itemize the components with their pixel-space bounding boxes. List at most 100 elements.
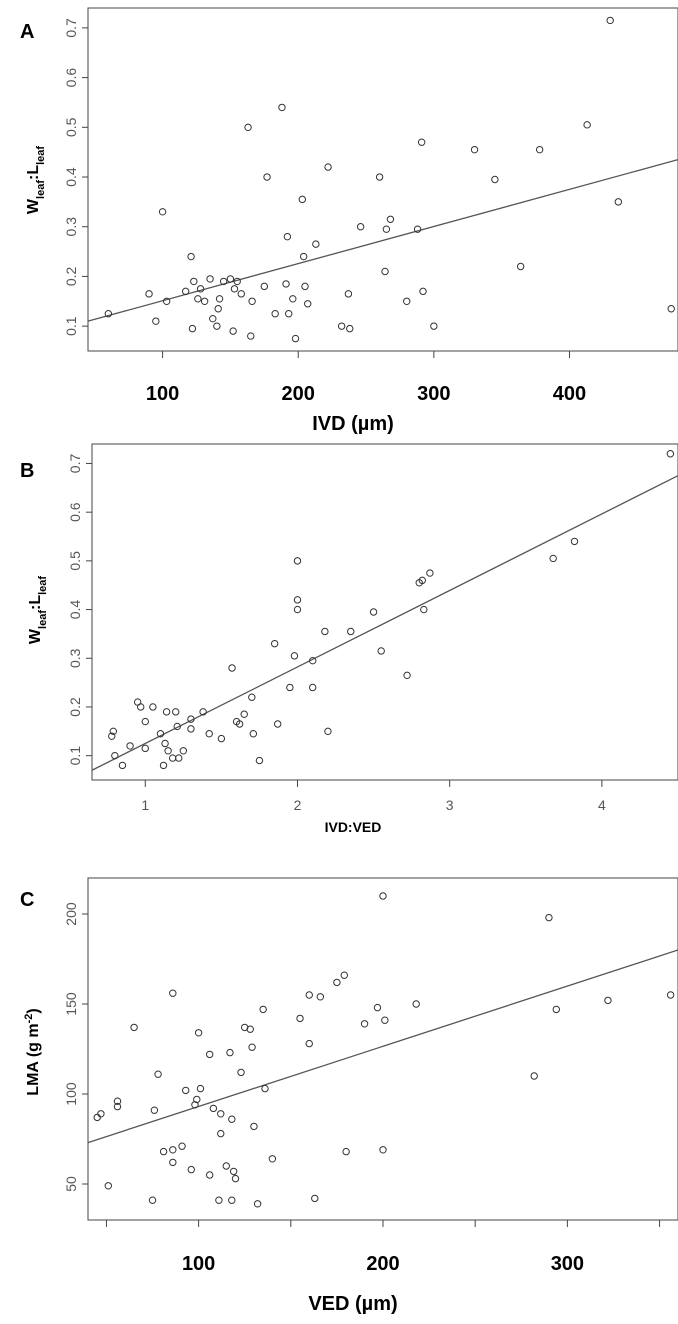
data-point [283,232,292,241]
data-point [583,121,591,129]
data-point [228,664,236,672]
x-tick-label: 4 [598,797,606,813]
data-point [237,1068,245,1077]
data-point [228,1196,236,1204]
y-axis-label-part: W [25,198,42,214]
data-point [377,647,385,655]
data-point [148,1196,157,1204]
y-axis-label: Wleaf:Lleaf [25,146,47,214]
data-point [104,310,113,318]
data-point [230,285,239,293]
y-tick-label: 0.7 [63,18,79,38]
y-axis: 50 100 150 200 [63,902,88,1192]
data-point [219,277,228,286]
y-tick-label: 0.4 [67,600,83,620]
data-point [260,282,269,291]
scatter-points [108,450,675,770]
data-point [312,240,320,248]
data-point [311,1194,319,1203]
data-point [545,913,553,922]
data-point [108,732,116,740]
data-point [215,295,224,303]
y-tick-label: 200 [63,902,79,926]
data-point [249,730,258,738]
y-tick-label: 0.6 [67,502,83,522]
panel-label-b: B [20,460,34,482]
x-axis-label: VED (µm) [308,1293,397,1315]
data-point [240,710,248,718]
y-tick-label: 0.4 [63,167,79,187]
x-tick-label: 200 [282,383,315,405]
y-axis-label-part: leaf [37,610,49,629]
data-point [158,208,167,216]
x-tick-label: 2 [294,797,302,813]
data-point [168,754,177,762]
data-point [215,1196,223,1204]
data-point [305,1039,313,1048]
data-point [246,1025,254,1033]
data-point [159,1147,168,1156]
y-axis-label-part: -2 [23,1014,35,1024]
data-point [375,173,384,181]
data-point [231,1174,240,1183]
data-point [169,1158,177,1167]
data-point [137,703,145,711]
data-point [337,322,346,330]
data-point [217,1129,225,1138]
scatter-points [104,16,675,343]
data-point [248,693,256,701]
y-axis-label-part: leaf [35,180,47,199]
scatter-points [93,892,675,1208]
data-point [104,1182,112,1190]
x-tick-label: 200 [366,1253,399,1275]
data-point [253,1200,262,1208]
data-point [270,639,279,648]
data-point [152,317,160,325]
data-point [209,1104,218,1113]
data-point [217,1110,225,1118]
data-point [666,450,675,458]
y-axis-label-part: W [27,628,44,644]
x-tick-label: 300 [551,1253,584,1275]
data-point [154,1070,162,1078]
data-point [178,1142,186,1150]
x-axis: 100 200 300 400 [146,351,586,405]
data-point [271,310,279,318]
data-point [342,1147,350,1156]
data-point [356,223,365,231]
data-point [181,287,190,296]
data-point [340,971,348,979]
y-tick-label: 0.2 [63,266,79,286]
data-point [206,275,214,283]
data-point [194,295,202,303]
data-point [237,290,245,298]
data-point [248,1043,256,1051]
data-point [187,252,195,261]
regression-line [87,949,678,1144]
data-point [301,282,309,291]
data-point [403,297,411,305]
data-point [299,252,308,261]
x-axis: 1 2 3 4 [141,780,606,813]
data-point [324,727,332,736]
data-point [298,195,306,204]
data-point [194,1029,203,1037]
y-tick-label: 0.7 [67,454,83,474]
data-point [188,324,197,333]
y-axis: 0.1 0.2 0.3 0.4 0.5 0.6 0.7 [63,18,88,336]
data-point [304,300,312,308]
x-tick-label: 300 [417,383,450,405]
data-point [244,123,252,132]
data-point [196,285,205,293]
data-point [373,1003,382,1012]
data-point [255,756,264,765]
data-point [193,1095,201,1104]
data-point [491,175,499,184]
data-point [291,334,300,343]
data-point [247,332,255,340]
data-point [382,225,391,233]
data-point [190,277,198,286]
y-tick-label: 0.1 [67,746,83,766]
data-point [130,1023,138,1032]
data-point [233,277,241,286]
